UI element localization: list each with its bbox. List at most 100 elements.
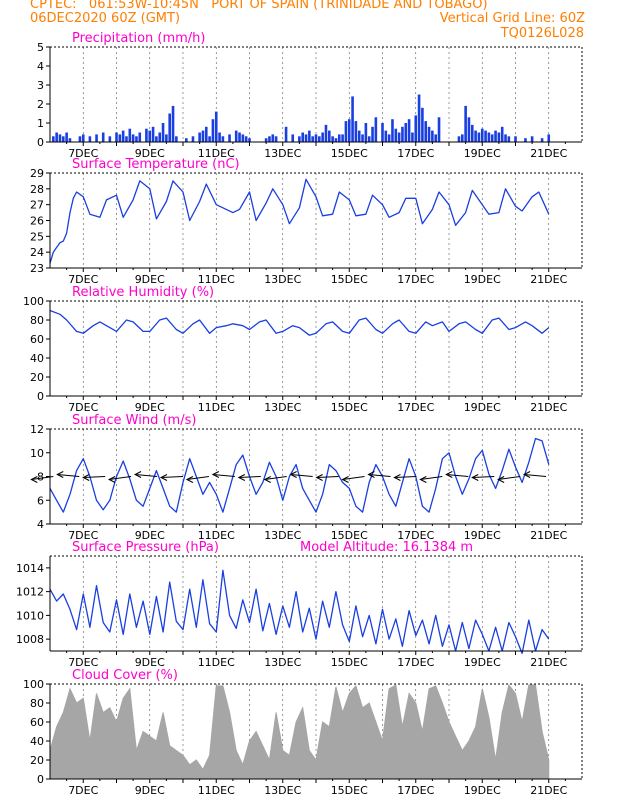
precip-y-tick-label: 1: [37, 117, 44, 130]
pressure-y-tick-label: 1010: [16, 609, 44, 622]
temp-y-tick-label: 29: [30, 167, 44, 180]
wind-y-tick-label: 6: [37, 494, 44, 507]
rh-x-tick-label: 11DEC: [198, 401, 235, 414]
cloud-x-tick-label: 9DEC: [135, 784, 165, 797]
pressure-series-line: [49, 569, 550, 655]
precip-bar: [470, 124, 474, 142]
wind-series-line: [49, 437, 550, 513]
wind-arrow-shaft: [212, 474, 235, 477]
wind-arrow-head: [522, 471, 531, 478]
wind-arrow-shaft: [420, 476, 443, 480]
rh-title: Relative Humidity (%): [72, 285, 214, 300]
wind-arrow-head: [341, 476, 349, 483]
rh-y-tick-label: 80: [30, 314, 44, 327]
precip-bar: [168, 113, 171, 142]
cloud-y-tick-label: 60: [30, 716, 44, 729]
precip-bar: [351, 96, 354, 142]
cloud-x-tick-label: 21DEC: [530, 784, 567, 797]
temp-y-tick-label: 26: [30, 215, 44, 228]
pressure-annotation: Model Altitude: 16.1384 m: [300, 540, 473, 555]
precip-bar: [397, 132, 401, 142]
temp-y-tick-label: 23: [30, 262, 44, 275]
wind-arrow-head: [393, 474, 401, 481]
precip-bar: [145, 128, 148, 142]
pressure-x-tick-label: 17DEC: [397, 656, 434, 669]
precip-bar: [490, 134, 494, 142]
precip-x-tick-label: 7DEC: [68, 147, 98, 160]
precip-bar: [88, 136, 92, 142]
temp-y-tick-label: 28: [30, 183, 44, 196]
cloud-x-tick-label: 13DEC: [264, 784, 301, 797]
cloud-y-tick-label: 20: [30, 754, 44, 767]
wind-arrow-shaft: [109, 476, 132, 480]
precip-bar: [55, 132, 58, 142]
precip-x-tick-label: 11DEC: [198, 147, 235, 160]
temp-x-tick-label: 11DEC: [198, 273, 235, 286]
precip-bar: [514, 136, 517, 142]
precip-bar: [387, 134, 391, 142]
precip-bar: [371, 126, 374, 142]
rh-x-tick-label: 7DEC: [68, 401, 98, 414]
rh-y-tick-label: 0: [37, 390, 44, 403]
pressure-y-tick-label: 1008: [16, 633, 44, 646]
precip-bar: [357, 130, 361, 142]
precip-bar: [234, 130, 238, 142]
wind-arrow-shaft: [472, 476, 495, 478]
precip-bar: [151, 126, 155, 142]
precip-bar: [407, 119, 411, 142]
rh-x-tick-label: 13DEC: [264, 401, 301, 414]
precip-y-tick-label: 3: [37, 79, 44, 92]
precip-bar: [411, 132, 414, 142]
wind-y-tick-label: 8: [37, 471, 44, 484]
precip-bar: [81, 134, 85, 142]
header-date: 06DEC2020 60Z (GMT): [30, 11, 181, 26]
temp-y-tick-label: 24: [30, 246, 44, 259]
pressure-y-tick-label: 1012: [16, 586, 44, 599]
pressure-x-tick-label: 21DEC: [530, 656, 567, 669]
precip-bar: [461, 134, 464, 142]
rh-panel: Relative Humidity (%) 0 20 40 60 80 100 7DEC 9DE…: [23, 285, 583, 414]
wind-arrow-shaft: [524, 474, 547, 477]
wind-x-tick-label: 19DEC: [464, 529, 501, 542]
wind-x-tick-label: 9DEC: [135, 529, 165, 542]
precip-bar: [52, 136, 55, 142]
wind-arrow-head: [315, 474, 323, 481]
precip-bar: [218, 132, 221, 142]
header-line1: CPTEC: 061:53W-10:45N PORT OF SPAIN (TRI…: [30, 0, 488, 12]
temp-x-tick-label: 15DEC: [331, 273, 368, 286]
precip-x-tick-label: 19DEC: [464, 147, 501, 160]
precip-bar: [211, 119, 215, 142]
wind-y-tick-label: 10: [30, 447, 44, 460]
precip-x-tick-label: 17DEC: [397, 147, 434, 160]
precip-bar: [337, 134, 341, 142]
precip-bar: [504, 134, 507, 142]
pressure-x-tick-label: 15DEC: [331, 656, 368, 669]
pressure-panel: Surface Pressure (hPa) Model Altitude: 16…: [16, 540, 583, 669]
temp-x-tick-label: 21DEC: [530, 273, 567, 286]
precip-bar: [101, 132, 105, 142]
temp-x-tick-label: 13DEC: [264, 273, 301, 286]
precip-bar: [185, 138, 188, 142]
precip-bar: [497, 132, 501, 142]
precip-bar: [331, 136, 334, 142]
wind-arrow-shaft: [316, 476, 339, 478]
precip-bar: [284, 126, 288, 142]
precip-bar: [311, 136, 314, 142]
precip-bar: [204, 126, 208, 142]
precip-bar: [474, 130, 477, 142]
precip-bar: [244, 136, 248, 142]
wind-arrow-shaft: [160, 476, 184, 478]
precip-bar: [374, 117, 378, 142]
precip-title: Precipitation (mm/h): [72, 31, 205, 46]
wind-arrow-head: [82, 474, 90, 481]
precip-bar: [391, 119, 394, 142]
rh-y-tick-label: 20: [30, 371, 44, 384]
header-model-code: TQ0126L028: [500, 26, 584, 41]
wind-arrow-head: [211, 471, 220, 478]
precip-bar: [367, 136, 371, 142]
precip-bar: [78, 136, 82, 142]
header-grid-line: Vertical Grid Line: 60Z: [439, 11, 585, 26]
cloud-x-tick-label: 7DEC: [68, 784, 98, 797]
rh-series-line: [49, 309, 550, 336]
precip-bar: [248, 138, 251, 142]
